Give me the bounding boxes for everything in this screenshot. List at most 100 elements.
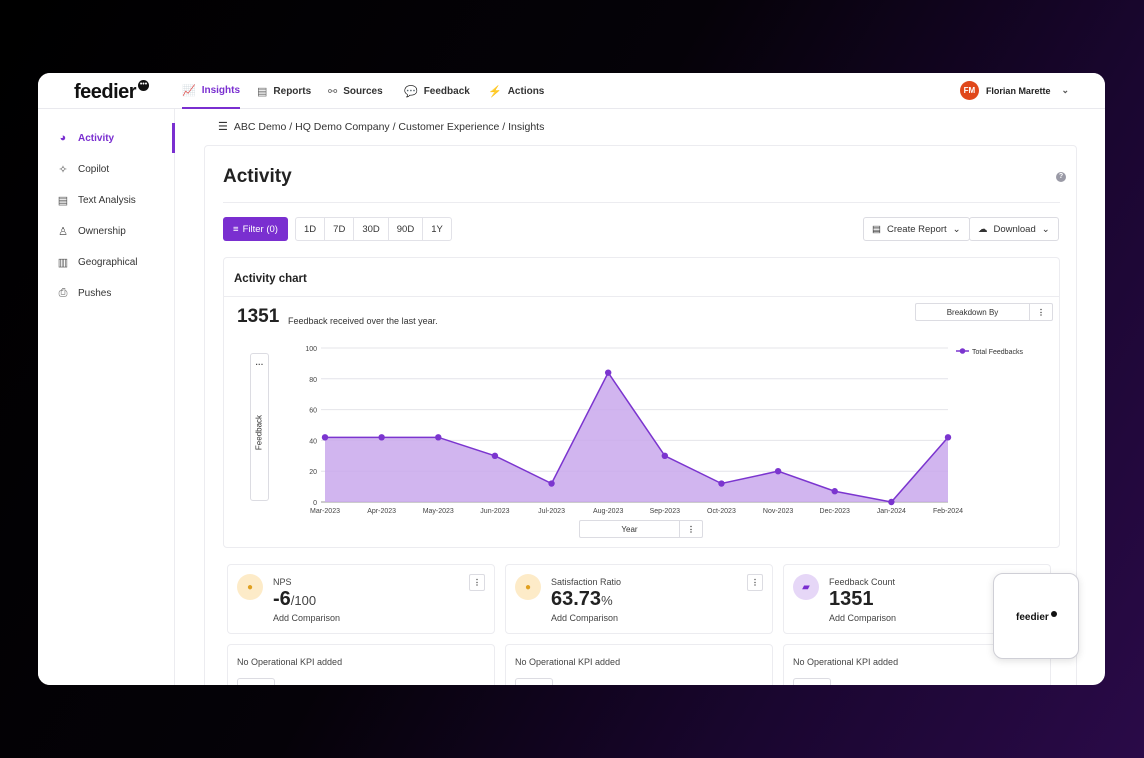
- kpi-number: -6: [273, 588, 291, 610]
- sidebar-item-label: Copilot: [78, 163, 110, 175]
- user-name: Florian Marette: [985, 85, 1051, 96]
- total-feedback-count: 1351: [237, 306, 280, 327]
- sidebar-item-geographical[interactable]: ▥ Geographical: [38, 247, 175, 277]
- avatar: FM: [959, 81, 979, 100]
- add-operational-kpi-button[interactable]: [515, 678, 553, 685]
- activity-chart: 0 20 40 60 80 100 Mar-2023 Apr-2023 May-2023 Jun-…: [305, 346, 1023, 515]
- operational-kpi-card: No Operational KPI added: [783, 644, 1051, 685]
- kpi-value: 63.73%: [551, 588, 613, 611]
- range-30d-button[interactable]: 30D: [354, 218, 389, 240]
- range-1y-button[interactable]: 1Y: [431, 223, 443, 235]
- sidebar-item-ownership[interactable]: ♙ Ownership: [38, 216, 175, 246]
- breakdown-by-select[interactable]: Breakdown By ⋮: [915, 303, 1053, 321]
- map-icon: ▥: [57, 256, 69, 269]
- nav-tab-insights[interactable]: 📈 Insights: [182, 73, 241, 109]
- y-tick-label: 80: [309, 377, 317, 384]
- filter-label: Filter (0): [242, 223, 278, 235]
- create-report-label: Create Report: [886, 223, 947, 235]
- series-line: [325, 371, 949, 503]
- more-vertical-icon[interactable]: ⋮: [1037, 307, 1045, 317]
- data-point: [321, 434, 329, 441]
- x-tick-label: Mar-2023: [310, 508, 340, 515]
- breadcrumb-path[interactable]: ABC Demo / HQ Demo Company / Customer Ex…: [233, 120, 545, 133]
- sidebar: ◕ Activity ✧ Copilot ▤ Text Analysis ♙ O…: [38, 109, 175, 685]
- operational-kpi-empty-text: No Operational KPI added: [793, 657, 899, 667]
- sidebar-item-copilot[interactable]: ✧ Copilot: [38, 154, 175, 184]
- kpi-menu-button[interactable]: ⋮: [747, 574, 763, 591]
- add-comparison-link[interactable]: Add Comparison: [273, 613, 341, 623]
- range-7d-button[interactable]: 7D: [325, 218, 355, 240]
- sidebar-item-text-analysis[interactable]: ▤ Text Analysis: [38, 185, 175, 215]
- sidebar-item-label: Pushes: [78, 287, 112, 299]
- x-tick-label: Dec-2023: [820, 508, 850, 515]
- inbox-icon: ⎙: [58, 286, 68, 299]
- nav-tab-label: Reports: [273, 85, 312, 97]
- nav-tab-label: Actions: [507, 85, 545, 97]
- nav-tab-sources[interactable]: ⚯ Sources: [328, 73, 383, 109]
- breakdown-label: Breakdown By: [916, 304, 1030, 320]
- nav-tab-reports[interactable]: ▤ Reports: [257, 73, 311, 109]
- data-point: [435, 434, 442, 441]
- widget-chat-icon: [1051, 611, 1057, 617]
- y-tick-label: 100: [305, 346, 317, 353]
- x-axis-selector-label: Year: [580, 521, 680, 537]
- sidebar-item-activity[interactable]: ◕ Activity: [38, 123, 175, 153]
- y-axis-selector[interactable]: ··· Feedback: [250, 353, 269, 501]
- x-tick-label: Apr-2023: [367, 508, 396, 515]
- x-tick-label: Jul-2023: [538, 508, 565, 515]
- chat-bubbles-icon: ▰: [793, 574, 819, 600]
- add-comparison-link[interactable]: Add Comparison: [551, 613, 619, 623]
- y-tick-label: 20: [309, 469, 317, 476]
- nav-tab-label: Insights: [201, 84, 241, 96]
- divider: [224, 296, 1059, 297]
- add-comparison-link[interactable]: Add Comparison: [829, 613, 897, 623]
- page-title: Activity: [223, 166, 292, 187]
- chevron-down-icon: ⌄: [1041, 223, 1050, 235]
- data-point: [718, 480, 725, 487]
- legend-marker: [959, 348, 966, 354]
- chart-card-title: Activity chart: [234, 273, 307, 285]
- activity-chart-card: Activity chart 1351 Feedback received ov…: [223, 257, 1060, 548]
- divider: [223, 202, 1060, 203]
- range-1d-button[interactable]: 1D: [296, 218, 326, 240]
- user-icon: ♙: [58, 225, 68, 238]
- chart-icon: 📈: [182, 84, 196, 97]
- y-tick-label: 40: [309, 438, 317, 445]
- more-vertical-icon[interactable]: ⋮: [687, 524, 695, 534]
- download-label: Download: [993, 223, 1036, 235]
- x-axis-selector[interactable]: Year ⋮: [579, 520, 703, 538]
- series-area: [325, 372, 948, 502]
- x-tick-label: Jan-2024: [877, 508, 906, 515]
- feedier-widget-button[interactable]: feedier: [993, 573, 1079, 659]
- range-90d-button[interactable]: 90D: [389, 218, 424, 240]
- user-menu[interactable]: FM Florian Marette ⌄: [959, 81, 1069, 100]
- x-tick-label: Sep-2023: [650, 508, 680, 515]
- add-operational-kpi-button[interactable]: [793, 678, 831, 685]
- total-feedback-caption: Feedback received over the last year.: [288, 316, 438, 326]
- kpi-suffix: /100: [290, 593, 317, 608]
- feedier-logo[interactable]: feedier: [74, 81, 137, 103]
- download-button[interactable]: ☁ Download ⌄: [969, 217, 1059, 241]
- kpi-number: 63.73: [551, 588, 602, 610]
- operational-kpi-card: No Operational KPI added: [227, 644, 495, 685]
- create-report-button[interactable]: ▤ Create Report ⌄: [863, 217, 970, 241]
- bolt-icon: ⚡: [488, 85, 502, 98]
- more-horizontal-icon[interactable]: ···: [255, 360, 264, 369]
- kpi-value: 1351: [829, 588, 874, 611]
- x-tick-label: May-2023: [423, 508, 454, 515]
- sidebar-item-pushes[interactable]: ⎙ Pushes: [38, 278, 175, 308]
- kpi-menu-button[interactable]: ⋮: [469, 574, 485, 591]
- nav-tab-actions[interactable]: ⚡ Actions: [488, 73, 544, 109]
- filter-button[interactable]: ≡ Filter (0): [223, 217, 288, 241]
- x-tick-label: Feb-2024: [933, 508, 963, 515]
- help-icon[interactable]: ?: [1056, 172, 1066, 182]
- add-operational-kpi-button[interactable]: [237, 678, 275, 685]
- nav-tab-feedback[interactable]: 💬 Feedback: [404, 73, 470, 109]
- kpi-suffix: %: [601, 593, 613, 608]
- sidebar-item-label: Ownership: [78, 225, 126, 237]
- activity-icon: ◕: [59, 132, 67, 144]
- report-icon: ▤: [872, 223, 881, 235]
- logo-chat-icon: •••: [138, 80, 149, 91]
- widget-logo: feedier: [1016, 612, 1049, 623]
- data-point: [831, 488, 838, 495]
